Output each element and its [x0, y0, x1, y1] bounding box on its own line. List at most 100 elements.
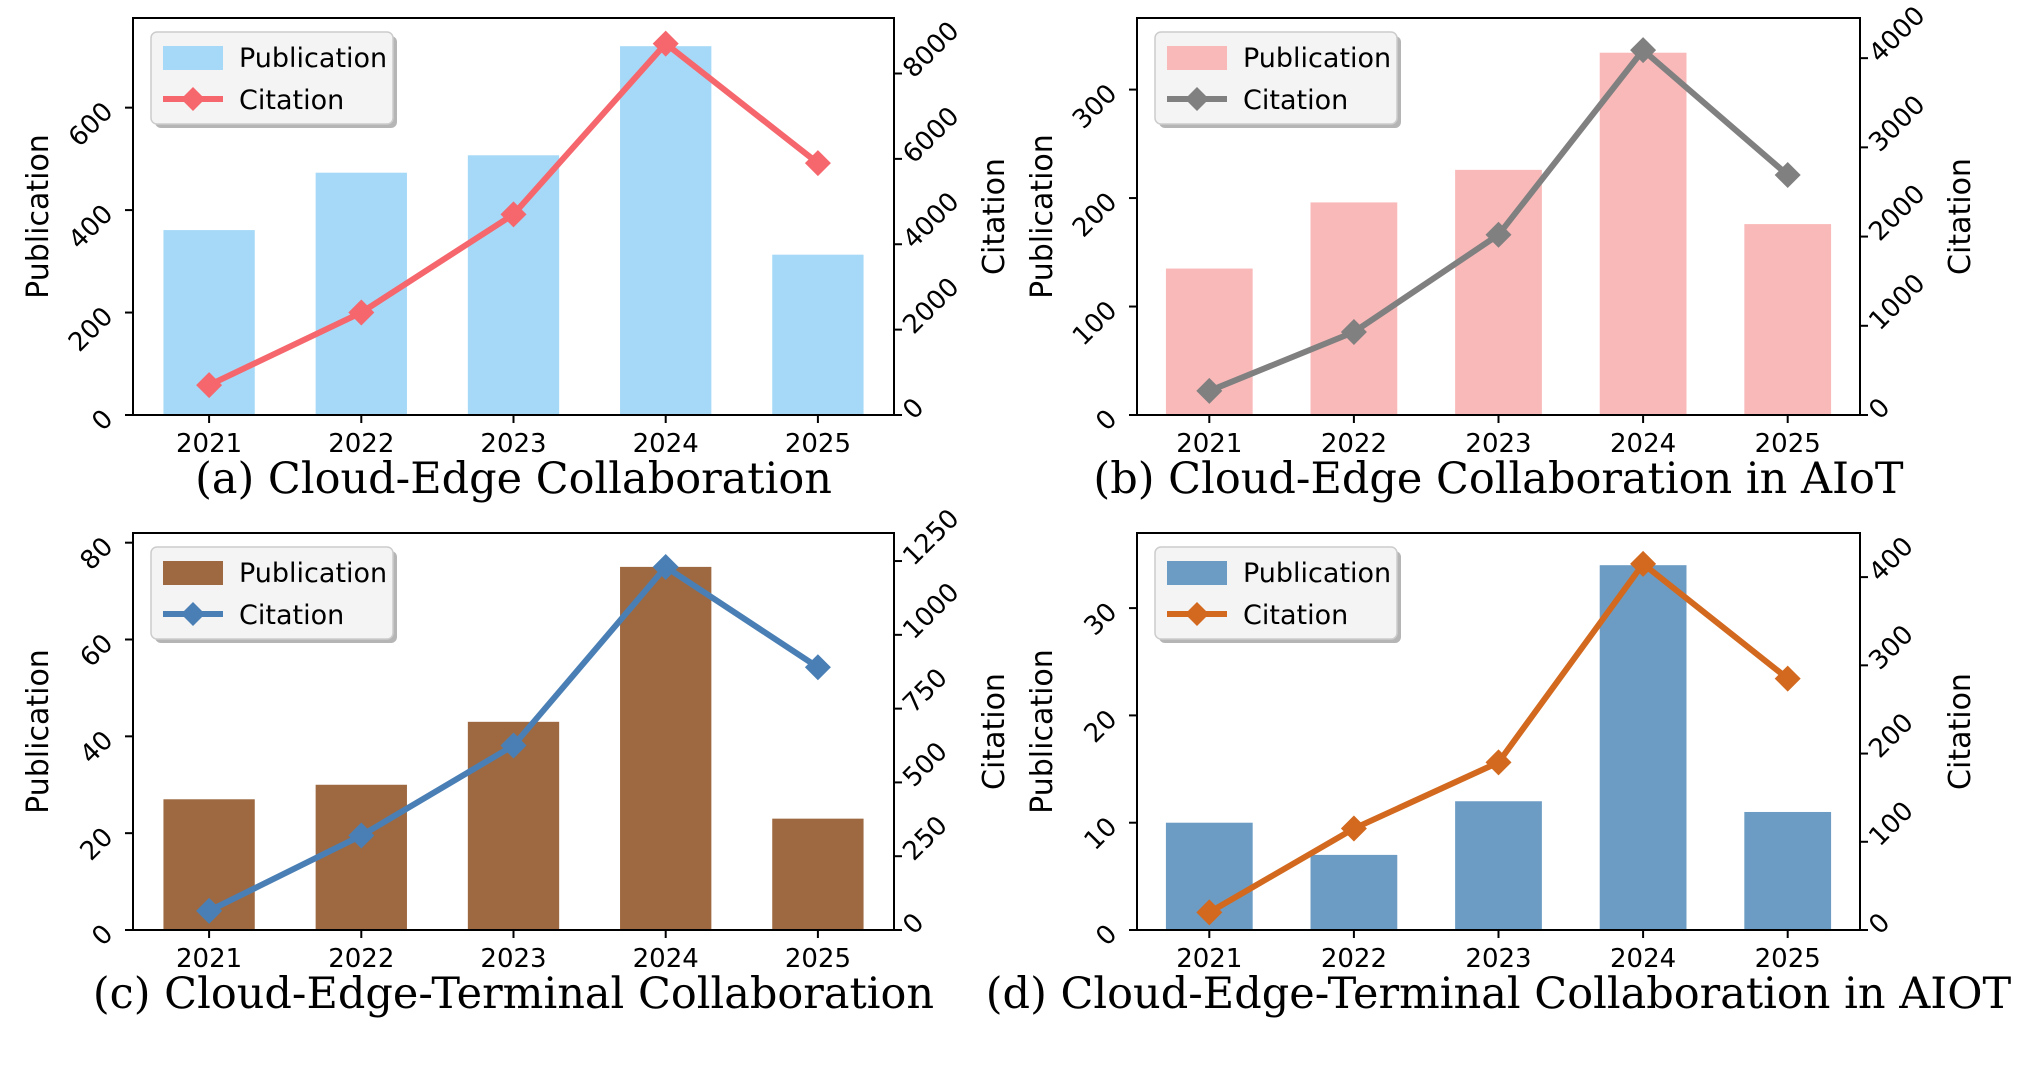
bar-2023 [1455, 801, 1542, 930]
y-right-tick-label: 2000 [1863, 179, 1931, 247]
bar-2024 [1599, 565, 1687, 930]
y-right-tick-label: 100 [1863, 796, 1919, 852]
x-tick-label: 2024 [1610, 944, 1676, 974]
chart-panel-b: 2021 2022 2023 2024 202501002003000100020003… [1025, 1, 1978, 504]
legend-bar-swatch [163, 46, 223, 70]
x-tick-label: 2023 [1465, 944, 1531, 974]
legend-label: Citation [239, 85, 344, 116]
chart-panel-d: 2021 2022 2023 2024 202501020300100200300400… [986, 531, 2012, 1019]
chart-panel-c: 2021 2022 2023 2024 2025 0 20 40 60 80 0 250 500 750 1… [21, 504, 1012, 1019]
legend-label: Publication [1243, 43, 1391, 74]
y-right-tick-label: 250 [897, 811, 953, 867]
y-right-tick-label: 0 [1863, 908, 1896, 941]
legend: Publication Citation [150, 31, 397, 128]
y-left-tick-label: 400 [63, 199, 119, 255]
y-right-axis-title: Citation [1943, 158, 1978, 275]
legend-marker [181, 87, 205, 111]
citation-point-2025 [1774, 665, 1801, 692]
y-left-tick-label: 300 [1067, 79, 1123, 135]
citation-point-2024 [1630, 37, 1657, 64]
y-left-tick-label: 0 [86, 404, 119, 437]
citation-point-2025 [804, 654, 831, 681]
y-right-axis-title: Citation [1943, 673, 1978, 790]
bar-2022 [315, 784, 407, 930]
y-left-axis-title: Publication [1025, 649, 1060, 814]
bar-2022 [1310, 854, 1398, 930]
legend-marker [181, 602, 205, 626]
y-right-tick-label: 1000 [897, 577, 965, 645]
citation-point-2023 [500, 201, 527, 228]
citation-point-2024 [652, 553, 679, 580]
x-tick-label: 2023 [480, 429, 546, 459]
citation-point-2023 [1485, 749, 1512, 776]
panel-caption: (d) Cloud-Edge-Terminal Collaboration in… [986, 969, 2012, 1019]
y-right-tick-label: 2000 [897, 272, 965, 340]
y-right-tick-label: 1000 [1863, 268, 1931, 336]
y-right-tick-label: 6000 [897, 101, 965, 169]
legend-label: Citation [1243, 600, 1348, 631]
y-right-axis-title: Citation [977, 673, 1012, 790]
citation-point-2022 [348, 822, 375, 849]
legend: Publication Citation [150, 546, 397, 643]
y-left-tick-label: 100 [1067, 296, 1123, 352]
x-tick-label: 2021 [1176, 429, 1242, 459]
legend-bar-swatch [1167, 561, 1227, 585]
x-tick-label: 2025 [785, 944, 851, 974]
y-left-axis-title: Publication [21, 649, 56, 814]
y-left-tick-label: 30 [1079, 597, 1124, 642]
legend-label: Publication [239, 43, 387, 74]
bar-2025 [1744, 811, 1832, 930]
y-right-tick-label: 3000 [1863, 90, 1931, 158]
y-right-tick-label: 300 [1863, 620, 1919, 676]
citation-point-2025 [1774, 162, 1801, 189]
y-right-tick-label: 200 [1863, 708, 1919, 764]
legend: Publication Citation [1154, 31, 1401, 128]
x-tick-label: 2024 [1610, 429, 1676, 459]
y-left-tick-label: 80 [75, 532, 120, 577]
panel-caption: (c) Cloud-Edge-Terminal Collaboration [93, 969, 934, 1019]
y-right-tick-label: 750 [897, 663, 953, 719]
y-left-axis-title: Publication [1025, 134, 1060, 299]
x-tick-label: 2024 [633, 944, 699, 974]
chart-panel-a: 2021 2022 2023 2024 202502004006000200040006… [21, 16, 1012, 504]
y-left-tick-label: 0 [1090, 404, 1123, 437]
citation-point-2022 [1340, 319, 1367, 346]
bar-2023 [1455, 169, 1542, 415]
bar-2025 [772, 254, 864, 415]
x-tick-label: 2021 [176, 944, 242, 974]
bar-2025 [772, 818, 864, 930]
y-right-tick-label: 0 [1863, 393, 1896, 426]
citation-point-2021 [196, 372, 223, 399]
legend: Publication Citation [1154, 546, 1401, 643]
y-right-tick-label: 0 [897, 393, 930, 426]
legend-label: Publication [1243, 558, 1391, 589]
panel-caption: (a) Cloud-Edge Collaboration [195, 454, 832, 504]
bar-2023 [467, 155, 560, 415]
x-tick-label: 2022 [1321, 429, 1387, 459]
y-right-tick-label: 4000 [1863, 1, 1931, 69]
y-left-axis-title: Publication [21, 134, 56, 299]
citation-point-2022 [1340, 815, 1367, 842]
bar-2022 [1310, 202, 1398, 415]
x-tick-label: 2025 [785, 429, 851, 459]
x-tick-label: 2023 [480, 944, 546, 974]
y-right-tick-label: 8000 [897, 16, 965, 84]
panel-caption: (b) Cloud-Edge Collaboration in AIoT [1093, 454, 1903, 504]
y-right-tick-label: 1250 [897, 504, 965, 572]
y-left-tick-label: 20 [75, 822, 120, 867]
y-right-tick-label: 500 [897, 737, 953, 793]
y-left-tick-label: 60 [75, 629, 120, 674]
legend-label: Citation [1243, 85, 1348, 116]
citation-point-2022 [348, 299, 375, 326]
citation-point-2023 [1485, 221, 1512, 248]
legend-label: Citation [239, 600, 344, 631]
y-left-tick-label: 600 [63, 97, 119, 153]
y-left-tick-label: 10 [1079, 812, 1124, 857]
y-right-tick-label: 0 [897, 908, 930, 941]
y-right-tick-label: 4000 [897, 187, 965, 255]
x-tick-label: 2021 [176, 429, 242, 459]
citation-point-2021 [196, 897, 223, 924]
y-right-axis-title: Citation [977, 158, 1012, 275]
x-tick-label: 2022 [328, 429, 394, 459]
